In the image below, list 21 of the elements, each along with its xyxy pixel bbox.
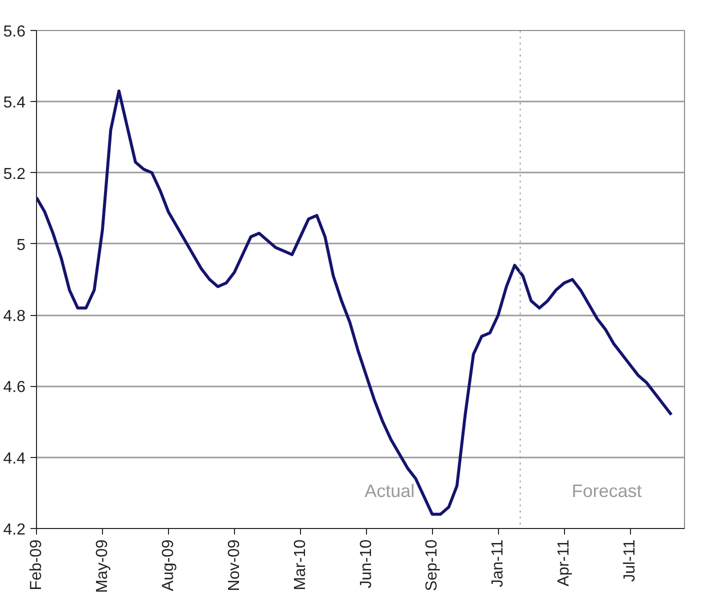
x-tick-label: Feb-09	[28, 539, 45, 590]
annotation: Forecast	[572, 481, 642, 502]
annotation: Actual	[364, 481, 415, 502]
y-tick-label: 4.8	[3, 308, 26, 326]
x-tick-label: Sep-10	[424, 539, 441, 592]
x-tick-label: Apr-11	[556, 539, 573, 586]
x-tick-label: Jan-11	[490, 539, 507, 588]
line-series	[36, 89, 673, 516]
y-tick-label: 4.2	[3, 522, 26, 538]
y-tick-label: 4.4	[3, 450, 26, 468]
y-tick-label: 5	[16, 236, 26, 254]
y-tick-label: 4.6	[3, 379, 26, 396]
y-tick-label: 5.4	[3, 94, 26, 112]
x-tick-label: Jul-11	[622, 539, 639, 582]
y-tick-label: 5.2	[3, 166, 26, 183]
x-tick-label: May-09	[94, 539, 111, 593]
x-tick-label: Mar-10	[292, 539, 309, 590]
y-tick-label: 5.6	[3, 24, 26, 40]
x-tick-label: Aug-09	[160, 539, 177, 592]
x-tick-label: Nov-09	[226, 539, 243, 592]
x-tick-label: Jun-10	[358, 539, 375, 588]
